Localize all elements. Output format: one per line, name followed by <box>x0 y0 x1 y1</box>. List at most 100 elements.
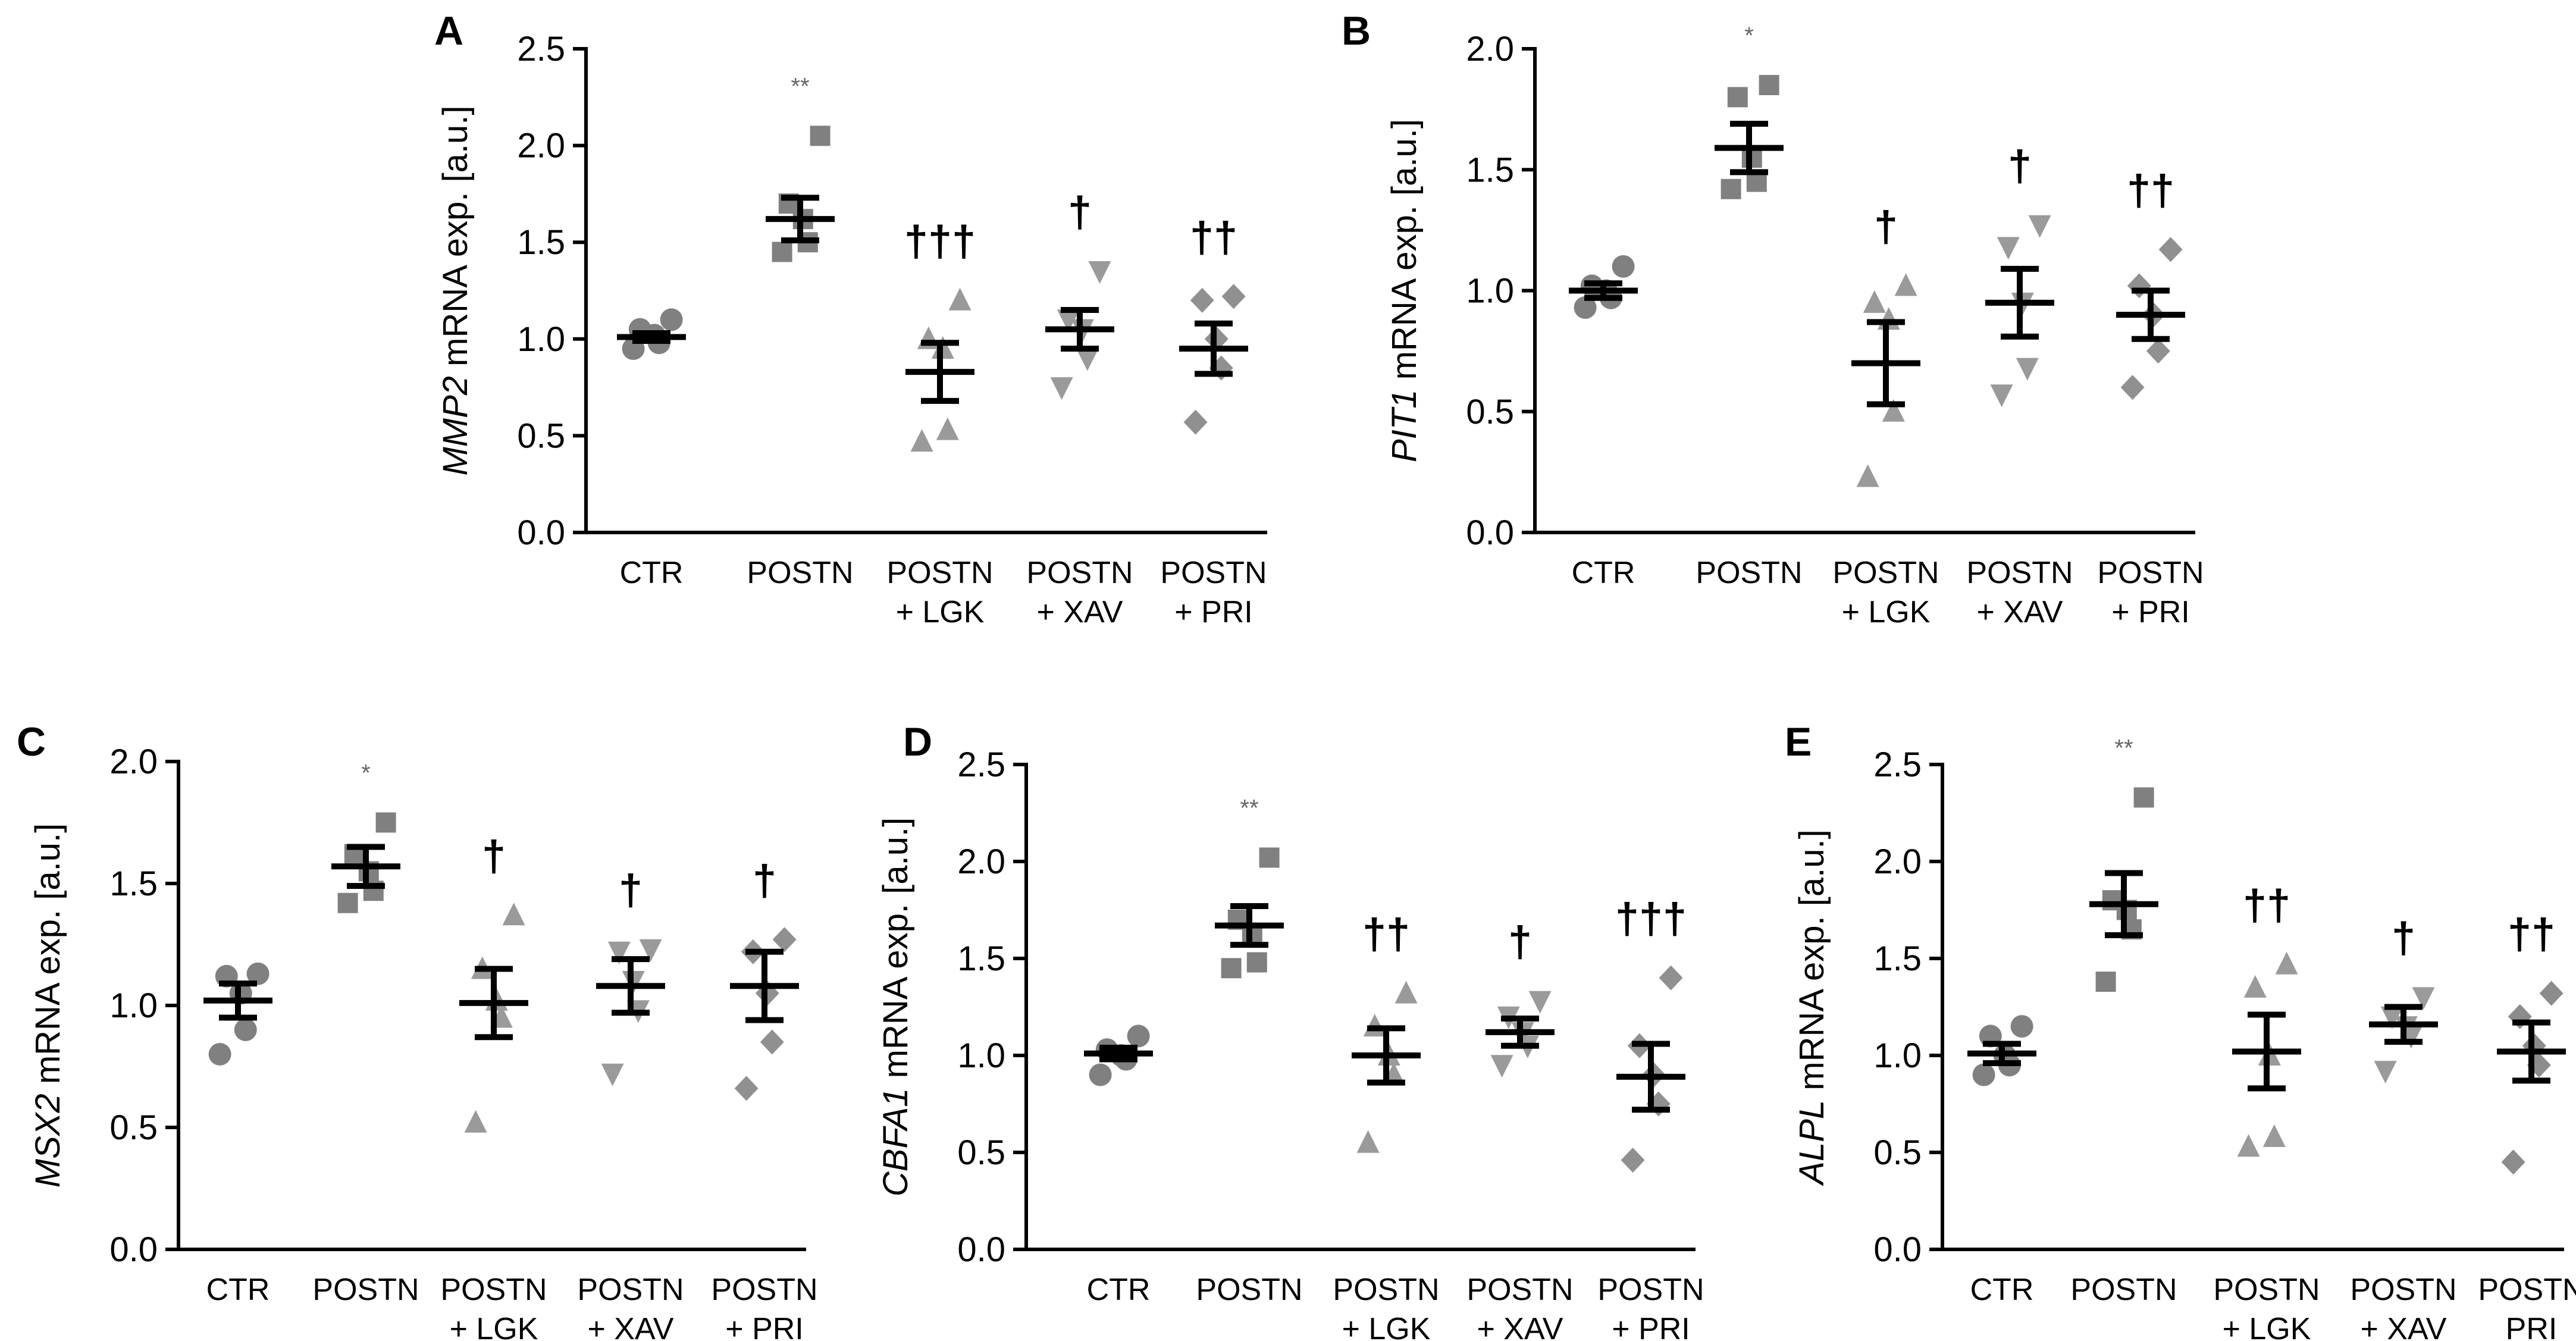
data-point <box>2146 339 2170 364</box>
category-label: POSTN <box>2070 1273 2177 1307</box>
group-0: CTR <box>617 308 686 590</box>
category-label: POSTN <box>2097 556 2204 590</box>
y-axis-label: MMP2 mRNA exp. [a.u.] <box>436 105 475 475</box>
data-point <box>1659 965 1683 991</box>
group-1: ** POSTN <box>1196 795 1302 1307</box>
group-2: †† POSTN + LGK <box>2213 882 2320 1341</box>
category-label: + LGK <box>1842 595 1931 629</box>
category-label: POSTN <box>1466 1273 1573 1307</box>
data-point <box>1050 377 1073 400</box>
y-axis-unit: mRNA exp. [a.u.] <box>29 823 67 1094</box>
data-point <box>1856 464 1879 487</box>
category-label: POSTN <box>577 1273 684 1307</box>
category-label: POSTN <box>1966 556 2073 590</box>
significance-label: * <box>361 760 371 787</box>
significance-label: † <box>619 867 643 914</box>
group-0: CTR <box>203 962 272 1307</box>
data-point <box>601 1063 624 1086</box>
category-label: POSTN <box>1696 556 1802 590</box>
data-point <box>2158 237 2183 262</box>
data-point <box>246 962 269 985</box>
y-tick-label: 0.5 <box>957 1133 1005 1172</box>
data-point <box>910 429 933 452</box>
data-point <box>1972 1063 1995 1086</box>
data-point <box>208 1043 231 1066</box>
category-label: POSTN <box>747 556 853 590</box>
significance-label: † <box>2008 143 2032 190</box>
category-label: + PRI <box>1174 595 1253 629</box>
data-point <box>2127 273 2151 299</box>
significance-label: † <box>753 857 776 904</box>
data-point <box>2016 358 2039 381</box>
category-label: POSTN <box>312 1273 419 1307</box>
y-tick-label: 1.0 <box>1466 272 1514 311</box>
data-point <box>1621 1148 1645 1173</box>
category-label: + PRI <box>2111 595 2190 629</box>
group-3: † POSTN + XAV <box>1026 189 1133 629</box>
data-point <box>234 1019 257 1041</box>
category-label: + XAV <box>587 1312 673 1341</box>
y-tick-label: 0.0 <box>109 1230 158 1269</box>
category-label: CTR <box>1970 1273 2034 1307</box>
data-point <box>1727 87 1748 108</box>
data-point <box>1057 309 1080 333</box>
y-tick-label: 1.5 <box>1466 151 1514 189</box>
y-tick-label: 1.5 <box>109 864 158 903</box>
y-tick-label: 1.0 <box>957 1036 1005 1075</box>
group-2: † POSTN + LGK <box>440 832 547 1341</box>
data-point <box>1721 178 1741 199</box>
data-point <box>1259 847 1280 868</box>
group-3: † POSTN + XAV <box>577 867 684 1341</box>
data-point <box>1221 958 1242 979</box>
category-label: POSTN <box>440 1273 547 1307</box>
data-point <box>772 242 792 262</box>
category-label: + XAV <box>2360 1312 2446 1341</box>
data-point <box>2539 980 2564 1006</box>
category-label: POSTN <box>886 556 993 590</box>
y-tick-label: 2.5 <box>957 745 1005 784</box>
category-label: POSTN <box>2213 1273 2320 1307</box>
group-4: ††† POSTN + PRI <box>1597 895 1704 1341</box>
panel-letter: D <box>903 719 932 765</box>
category-label: CTR <box>1087 1273 1151 1307</box>
data-point <box>639 939 662 962</box>
category-label: POSTN <box>1597 1273 1704 1307</box>
panel-letter: E <box>1785 719 1812 765</box>
y-tick-label: 2.0 <box>109 742 158 781</box>
data-point <box>1863 290 1886 313</box>
group-1: * POSTN <box>312 760 419 1308</box>
y-tick-label: 0.0 <box>957 1230 1005 1269</box>
category-label: POSTN <box>1196 1273 1302 1307</box>
significance-label: † <box>2392 914 2415 962</box>
data-point <box>936 417 959 440</box>
data-point <box>760 1029 784 1055</box>
data-point <box>2028 215 2051 238</box>
group-4: †† POSTN + PRI <box>1160 214 1267 629</box>
category-label: + LGK <box>2223 1312 2311 1341</box>
data-point <box>2133 787 2154 808</box>
category-label: + LGK <box>896 595 985 629</box>
data-point <box>1089 1063 1112 1086</box>
category-label: POSTN <box>2350 1273 2456 1307</box>
significance-label: †† <box>1362 911 1410 958</box>
panel-e: E 0.0 0.5 1.0 1.5 2.0 2.5 ALPL mRNA exp. [a.u.]… <box>1785 719 2576 1341</box>
significance-label: † <box>1874 203 1898 250</box>
group-2: † POSTN + LGK <box>1832 203 1939 629</box>
y-axis-label: ALPL mRNA exp. [a.u.] <box>1792 829 1831 1186</box>
group-2: ††† POSTN + LGK <box>886 218 993 629</box>
panel-a: A 0.0 0.5 1.0 1.5 2.0 2.5 MMP2 mRNA exp. [a.u.]… <box>434 8 1267 629</box>
data-point <box>2237 1134 2260 1157</box>
y-tick-label: 0.5 <box>1873 1133 1922 1172</box>
category-label: + LGK <box>450 1312 538 1341</box>
data-point <box>337 892 358 913</box>
data-point <box>1183 409 1208 435</box>
y-tick-label: 1.5 <box>1873 939 1922 978</box>
panel-b: B 0.0 0.5 1.0 1.5 2.0 PIT1 mRNA exp. [a.u.] CTR… <box>1342 8 2204 629</box>
group-2: †† POSTN + LGK <box>1333 911 1439 1341</box>
y-axis-label: MSX2 mRNA exp. [a.u.] <box>29 823 67 1188</box>
group-1: ** POSTN <box>2070 735 2177 1307</box>
group-0: CTR <box>1084 1024 1153 1307</box>
significance-label: ††† <box>1615 895 1687 943</box>
category-label: CTR <box>206 1273 270 1307</box>
